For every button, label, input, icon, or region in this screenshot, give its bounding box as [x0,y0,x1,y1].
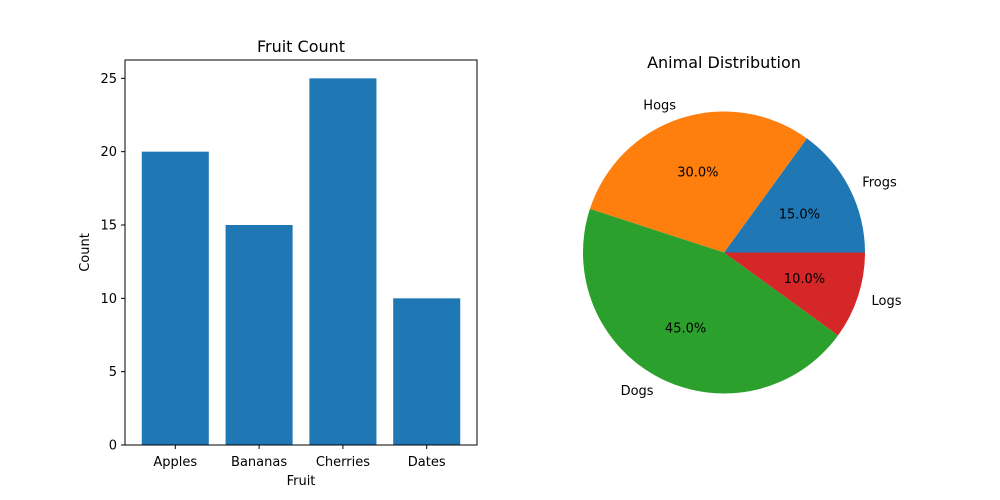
bar-y-axis: 0 5 10 15 20 25 [100,72,125,454]
pie-pct-label: 15.0% [779,208,820,223]
bar-cherries [309,78,377,445]
x-tick-label: Apples [153,455,197,470]
pie-label-hogs: Hogs [643,98,676,113]
pie-label-frogs: Frogs [862,176,897,191]
bar-x-axis: Apples Bananas Cherries Dates [153,445,446,470]
y-tick-label: 25 [100,72,117,87]
bar-apples [141,151,209,445]
bar-x-axis-label: Fruit [287,474,316,489]
bar-chart: Fruit Count 0 5 10 15 20 25 Apples Bananas Cher… [78,37,478,489]
y-tick-label: 0 [109,439,117,454]
pie-label-logs: Logs [872,294,902,309]
pie-slice-logs [724,252,865,336]
y-tick-label: 5 [109,365,117,380]
y-tick-label: 15 [100,219,117,234]
y-tick-label: 10 [100,292,117,307]
bar-y-axis-label: Count [78,233,93,272]
bar-dates [393,298,461,445]
bar-plot-frame [124,59,478,446]
x-tick-label: Dates [408,455,446,470]
pie-slices [582,111,865,394]
pie-chart: Animal Distribution Frogs 15.0% Hogs 30.0% D… [582,53,902,399]
pie-slice-frogs [724,138,865,253]
y-tick-label: 20 [100,145,117,160]
pie-labels: Frogs 15.0% Hogs 30.0% Dogs 45.0% Logs 10.0% [621,98,902,399]
pie-pct-label: 45.0% [665,321,706,336]
bar-bananas [225,225,293,445]
pie-slice-dogs [582,208,839,394]
pie-pct-label: 10.0% [784,272,825,287]
pie-pct-label: 30.0% [677,166,718,181]
x-tick-label: Bananas [231,455,287,470]
x-tick-label: Cherries [316,455,370,470]
bar-series [141,78,461,445]
bar-chart-title: Fruit Count [257,37,345,56]
pie-chart-title: Animal Distribution [647,53,801,72]
pie-slice-hogs [589,111,807,253]
pie-label-dogs: Dogs [621,384,654,399]
